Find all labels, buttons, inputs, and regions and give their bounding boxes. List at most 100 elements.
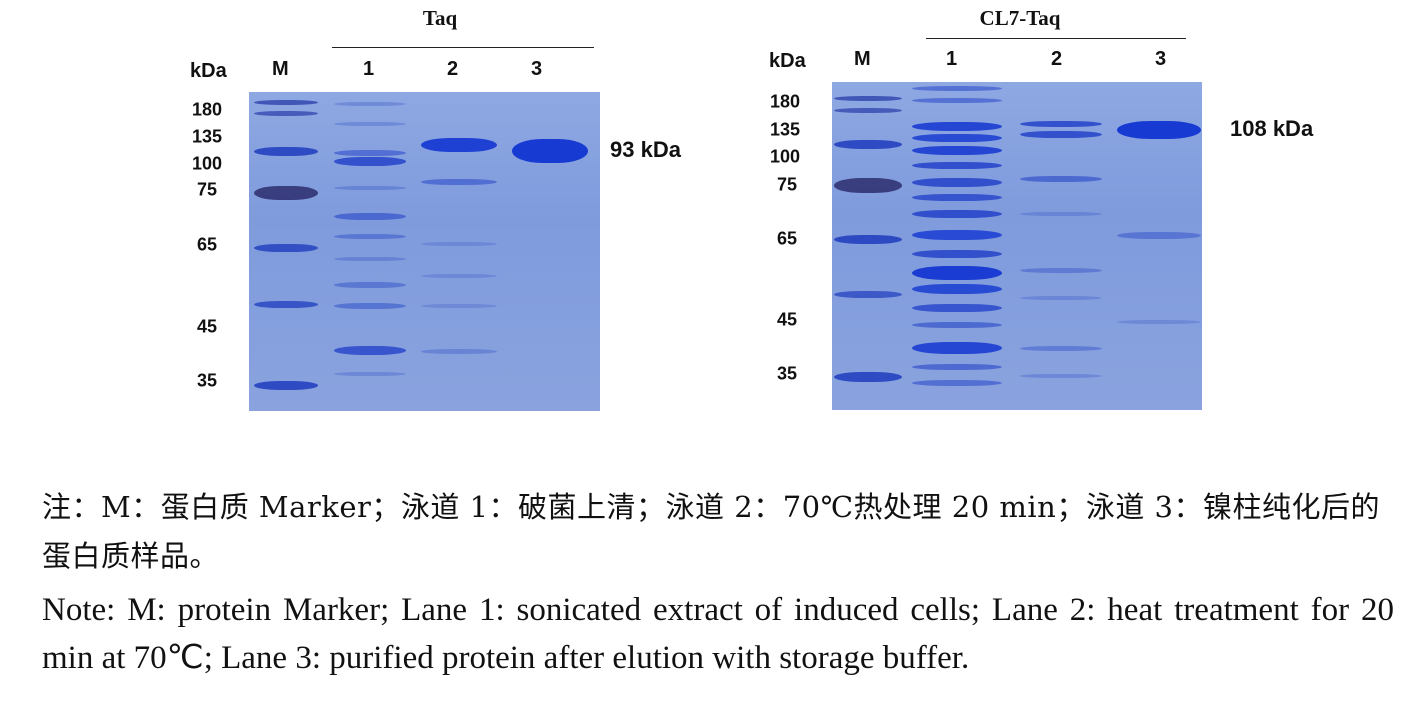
gel-band [254, 100, 318, 105]
gel-lane-1 [912, 82, 1002, 410]
gel-band [254, 301, 318, 308]
lane-label-m: M [272, 58, 289, 80]
gel-band [912, 162, 1002, 169]
gel-band [912, 98, 1002, 103]
gel-band [912, 86, 1002, 91]
gel-band [254, 186, 318, 200]
figure-caption-english: Note: M: protein Marker; Lane 1: sonicat… [42, 592, 1394, 676]
marker-label-100: 100 [192, 153, 223, 174]
gel-band [834, 178, 902, 193]
gel-band [912, 304, 1002, 312]
gel-band [254, 147, 318, 156]
gel-band [334, 186, 406, 190]
gel-band [912, 194, 1002, 201]
gel-band [1117, 320, 1201, 324]
gel-band [1020, 346, 1102, 351]
marker-label-45: 45 [197, 316, 218, 337]
marker-label-180: 180 [192, 99, 223, 120]
gel-band [254, 381, 318, 390]
gel-band [834, 235, 902, 244]
gel-lane-1 [334, 92, 406, 411]
taq-gel-panel: Taq kDa M 1 2 3 180 135 100 75 65 45 35 [0, 0, 700, 440]
gel-band [834, 108, 902, 113]
marker-label-135: 135 [192, 126, 223, 147]
gel-band-main [512, 139, 588, 163]
marker-label-100: 100 [770, 146, 801, 167]
lane-label-3: 3 [1155, 48, 1167, 70]
gel-band [421, 349, 497, 354]
gel-band [912, 322, 1002, 328]
gel-band [334, 157, 406, 166]
gel-band [912, 342, 1002, 354]
marker-label-75: 75 [197, 179, 218, 200]
gel-band [912, 380, 1002, 386]
gel-band [834, 140, 902, 149]
gel-band [912, 250, 1002, 258]
lane-label-1: 1 [946, 48, 958, 70]
gel-band [1020, 212, 1102, 216]
taq-gel-image [249, 92, 600, 411]
marker-label-35: 35 [197, 370, 218, 391]
gel-band [1020, 131, 1102, 138]
marker-label-35: 35 [777, 363, 798, 384]
lane-label-m: M [854, 48, 871, 70]
gel-band [421, 304, 497, 308]
gel-band [1117, 232, 1201, 239]
cl7-taq-gel-image [832, 82, 1202, 410]
gel-band [912, 178, 1002, 187]
unit-label: kDa [190, 60, 227, 82]
gel-band [1020, 296, 1102, 300]
gel-band [912, 230, 1002, 240]
gel-band [334, 257, 406, 261]
gel-band [334, 234, 406, 239]
lane-label-3: 3 [531, 58, 543, 80]
gel-band [1020, 121, 1102, 127]
marker-label-65: 65 [197, 234, 218, 255]
gel-band [334, 303, 406, 309]
gel-band [254, 244, 318, 252]
gel-band [421, 242, 497, 246]
gel-band [334, 122, 406, 126]
unit-label: kDa [769, 50, 806, 72]
gel-lane-3 [1117, 82, 1201, 410]
gel-band [1020, 268, 1102, 273]
lane-label-2: 2 [1051, 48, 1063, 70]
gel-band [912, 284, 1002, 294]
marker-label-135: 135 [770, 119, 801, 140]
band-size-annotation: 93 kDa [610, 137, 681, 162]
gel-lane-marker [254, 92, 318, 411]
gel-group-title: Taq [422, 6, 458, 30]
gel-group-underline [926, 38, 1186, 39]
gel-band [912, 210, 1002, 218]
gel-lane-2 [421, 92, 497, 411]
gel-band [334, 102, 406, 106]
gel-group-underline [332, 47, 594, 48]
gel-lane-2 [1020, 82, 1102, 410]
cl7-taq-gel-panel: CL7-Taq kDa M 1 2 3 180 135 100 75 65 45… [700, 0, 1423, 440]
gel-lane-marker [834, 82, 902, 410]
band-size-annotation: 108 kDa [1230, 116, 1314, 141]
marker-label-65: 65 [777, 228, 798, 249]
figure-caption-chinese: 注：M：蛋白质 Marker；泳道 1：破菌上清；泳道 2：70℃热处理 20 … [42, 490, 1380, 573]
gel-band [912, 364, 1002, 370]
gel-band [912, 266, 1002, 280]
gel-lane-3 [512, 92, 588, 411]
gel-band [1020, 176, 1102, 182]
gel-band [834, 96, 902, 101]
lane-label-2: 2 [447, 58, 459, 80]
gel-band [834, 291, 902, 298]
lane-label-1: 1 [363, 58, 375, 80]
gel-band-main [421, 138, 497, 152]
marker-label-45: 45 [777, 309, 798, 330]
gel-band [334, 372, 406, 376]
gel-band [912, 134, 1002, 142]
gel-band [334, 213, 406, 220]
gel-band [834, 372, 902, 382]
gel-band [912, 146, 1002, 155]
gel-band [334, 150, 406, 156]
gel-band [254, 111, 318, 116]
gel-band [1020, 374, 1102, 378]
gel-band [421, 274, 497, 278]
gel-band-main [1117, 121, 1201, 139]
gel-band [912, 122, 1002, 131]
